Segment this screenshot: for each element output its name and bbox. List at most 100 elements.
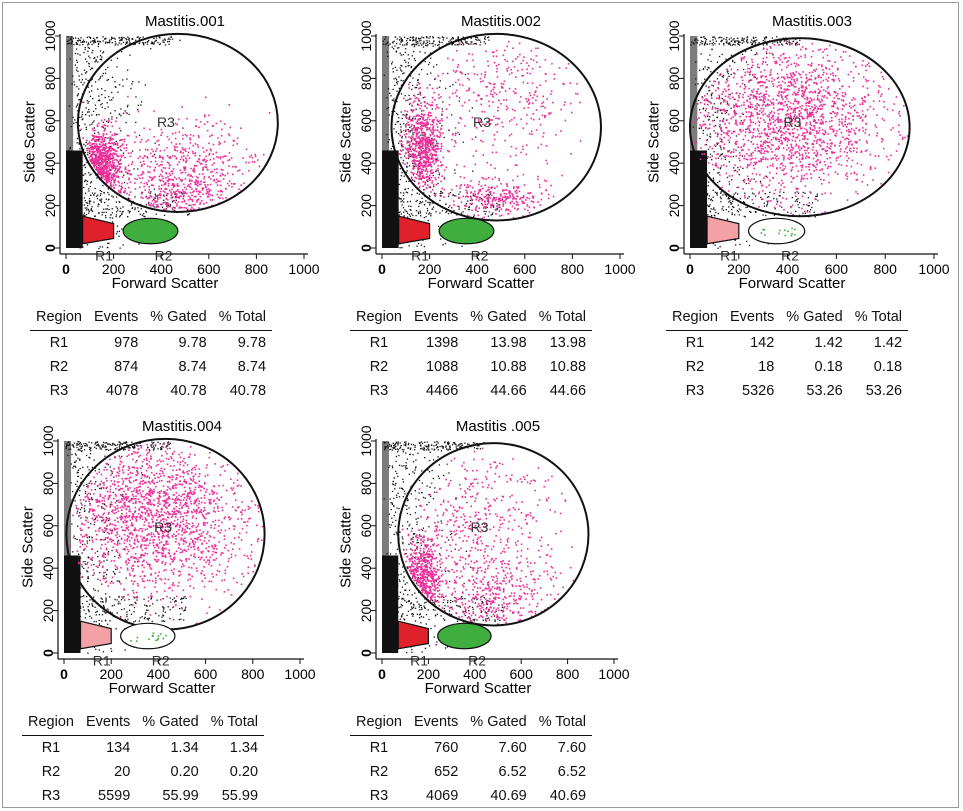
event-dot [177,190,180,193]
event-dot [420,134,422,136]
event-dot [156,195,158,197]
event-dot [726,68,728,70]
event-dot [807,196,810,199]
event-dot [411,176,413,179]
event-dot [733,193,735,195]
event-dot [167,175,169,178]
event-dot [83,51,85,54]
event-dot [212,175,214,177]
event-dot [492,83,495,86]
event-dot [458,40,460,43]
event-dot [87,42,90,44]
event-dot [81,169,83,171]
event-dot [446,210,448,213]
event-dot [118,184,121,187]
event-dot [783,40,786,42]
event-dot [413,137,415,140]
event-dot [470,180,472,182]
event-dot [732,200,734,202]
event-dot [192,208,195,210]
event-dot [76,192,79,195]
event-dot [428,157,431,160]
event-dot [99,170,102,173]
event-dot [722,209,724,211]
event-dot [727,198,729,200]
event-dot [101,144,104,147]
event-dot [204,161,207,163]
event-dot [479,124,482,127]
event-dot [99,135,102,138]
event-dot [262,153,265,156]
event-dot [107,164,110,167]
event-dot [414,139,416,142]
event-dot [492,101,494,103]
event-dot [514,197,516,200]
event-dot [509,194,511,197]
event-dot [434,193,437,195]
event-dot [80,128,82,131]
event-dot [153,188,155,190]
event-dot [386,150,389,152]
event-dot [80,160,82,162]
event-dot [108,169,111,171]
event-dot [115,214,118,216]
event-dot [169,174,172,177]
event-dot [101,125,103,128]
event-dot [143,127,145,130]
event-dot [483,76,486,78]
event-dot [468,206,470,209]
event-dot [145,210,147,212]
event-dot [162,166,165,169]
event-dot [77,53,79,55]
event-dot [198,191,201,194]
event-dot [221,173,224,175]
event-dot [411,110,414,113]
event-dot [403,133,406,136]
event-dot [708,67,710,69]
event-dot [152,184,154,187]
event-dot [704,42,706,45]
event-dot [412,77,414,79]
event-dot [438,43,440,46]
event-dot [400,192,402,194]
event-dot [412,38,415,40]
event-dot [485,94,488,97]
event-dot [98,153,101,155]
event-dot [701,193,703,196]
event-dot [464,196,467,198]
event-dot [463,165,466,168]
event-dot [477,192,480,195]
event-dot [753,178,755,180]
event-dot [438,40,440,42]
event-dot [395,51,397,53]
event-dot [436,134,438,137]
event-dot [424,165,427,168]
event-dot [119,190,122,193]
event-dot [395,50,398,52]
event-dot [187,184,190,186]
event-dot [108,95,110,98]
event-dot [464,39,466,41]
event-dot [77,235,80,238]
event-dot [114,86,116,88]
event-dot [110,185,112,187]
event-dot [734,40,737,42]
event-dot [127,104,129,107]
event-dot [70,42,73,44]
event-dot [422,139,424,141]
x-tick-label: 400 [150,261,174,277]
event-dot [751,192,754,194]
event-dot [137,36,139,38]
x-tick-label: 1000 [604,261,635,277]
event-dot [722,118,725,120]
event-dot [425,119,427,121]
event-dot [698,208,701,210]
event-dot [400,175,402,177]
event-dot [83,148,85,150]
event-dot [110,176,113,179]
event-dot [204,166,207,168]
event-dot [140,104,142,106]
event-dot [88,65,90,68]
event-dot [477,39,480,41]
event-dot [416,160,419,162]
